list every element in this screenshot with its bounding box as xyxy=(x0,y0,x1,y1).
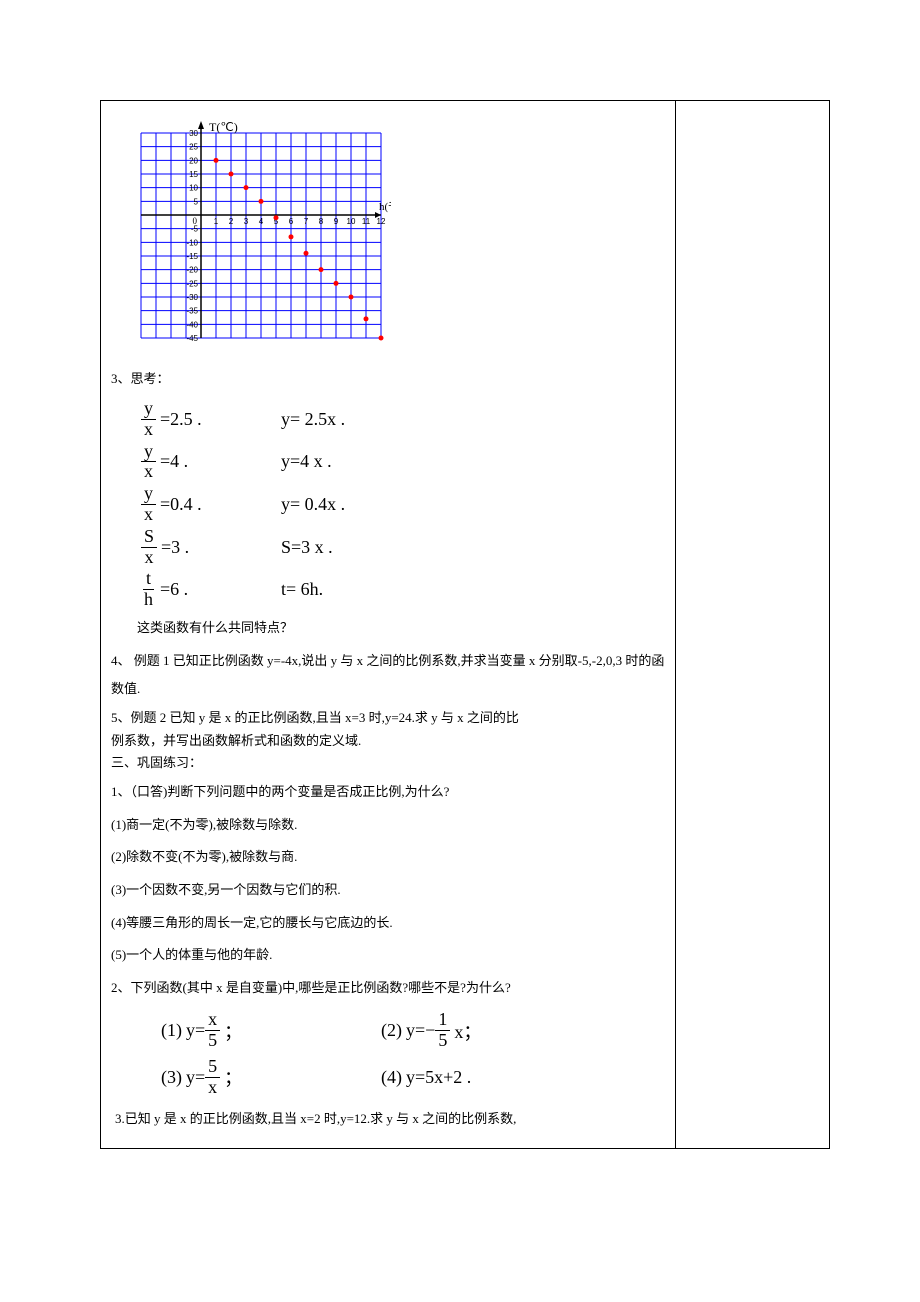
ratio-row: yx=0.4 .y= 0.4x . xyxy=(141,484,665,525)
svg-text:-15: -15 xyxy=(186,252,198,261)
svg-text:20: 20 xyxy=(189,156,198,165)
section3-question: 这类函数有什么共同特点？ xyxy=(111,614,665,643)
q1-sub-item: (1)商一定(不为零),被除数与除数. xyxy=(111,811,665,840)
svg-text:15: 15 xyxy=(189,170,198,179)
svg-text:-10: -10 xyxy=(186,238,198,247)
ratio-row: Sx=3 .S=3 x . xyxy=(141,527,665,568)
svg-text:4: 4 xyxy=(259,217,264,226)
ratio-row: yx=4 .y=4 x . xyxy=(141,442,665,483)
svg-text:12: 12 xyxy=(377,217,386,226)
svg-text:-40: -40 xyxy=(186,320,198,329)
q3: 3.已知 y 是 x 的正比例函数,且当 x=2 时,y=12.求 y 与 x … xyxy=(115,1105,665,1134)
svg-text:3: 3 xyxy=(244,217,249,226)
svg-text:11: 11 xyxy=(362,217,371,226)
svg-text:10: 10 xyxy=(189,184,198,193)
svg-text:7: 7 xyxy=(304,217,309,226)
svg-text:30: 30 xyxy=(189,129,198,138)
q1-sub-item: (4)等腰三角形的周长一定,它的腰长与它底边的长. xyxy=(111,909,665,938)
ratio-row: yx=2.5 .y= 2.5x . xyxy=(141,399,665,440)
svg-text:-5: -5 xyxy=(191,225,199,234)
svg-text:10: 10 xyxy=(347,217,356,226)
item5-line2: 例系数，并写出函数解析式和函数的定义域. xyxy=(111,731,665,752)
svg-text:1: 1 xyxy=(214,217,219,226)
page-frame: 30252015105-5-10-15-20-25-30-35-40-45012… xyxy=(100,100,830,1149)
content-column: 30252015105-5-10-15-20-25-30-35-40-45012… xyxy=(101,101,676,1148)
q1-sub-item: (3)一个因数不变,另一个因数与它们的积. xyxy=(111,876,665,905)
q1-sub-item: (5)一个人的体重与他的年龄. xyxy=(111,941,665,970)
scatter-chart: 30252015105-5-10-15-20-25-30-35-40-45012… xyxy=(131,113,665,358)
svg-text:-25: -25 xyxy=(186,279,198,288)
chart-svg: 30252015105-5-10-15-20-25-30-35-40-45012… xyxy=(131,113,391,353)
svg-text:6: 6 xyxy=(289,217,294,226)
q1-sub-item: (2)除数不变(不为零),被除数与商. xyxy=(111,843,665,872)
svg-text:2: 2 xyxy=(229,217,234,226)
q2-item-3: (3)y=5x； xyxy=(161,1057,381,1098)
q2-item-4: (4)y=5x+2 . xyxy=(381,1067,471,1088)
q1-stem: 1、（口答)判断下列问题中的两个变量是否成正比例,为什么? xyxy=(111,778,665,807)
svg-text:0: 0 xyxy=(193,216,198,226)
ratio-row: th=6 .t= 6h. xyxy=(141,569,665,610)
svg-text:9: 9 xyxy=(334,217,339,226)
q2-item-1: (1)y=x5； xyxy=(161,1010,381,1051)
svg-text:h(千米): h(千米) xyxy=(379,200,391,213)
q2-items: (1)y=x5； (2)y=−15 x； (3)y=5x； (4)y=5x+2 … xyxy=(161,1010,665,1097)
q2-item-2: (2)y=−15 x； xyxy=(381,1010,481,1051)
q1-subs: (1)商一定(不为零),被除数与除数. (2)除数不变(不为零),被除数与商. (3… xyxy=(111,811,665,970)
q2-stem: 2、下列函数(其中 x 是自变量)中,哪些是正比例函数?哪些不是?为什么? xyxy=(111,974,665,1003)
svg-text:-20: -20 xyxy=(186,266,198,275)
svg-text:T(℃): T(℃) xyxy=(209,120,238,134)
section3-heading: 3、思考： xyxy=(111,368,665,387)
item5-line1: 5、例题 2 已知 y 是 x 的正比例函数,且当 x=3 时,y=24.求 y… xyxy=(111,708,665,729)
ratio-equations: yx=2.5 .y= 2.5x .yx=4 .y=4 x .yx=0.4 .y=… xyxy=(141,399,665,610)
item4: 4、 例题 1 已知正比例函数 y=-4x,说出 y 与 x 之间的比例系数,并… xyxy=(111,647,665,704)
part3-heading: 三、巩固练习： xyxy=(111,753,665,774)
svg-text:-35: -35 xyxy=(186,307,198,316)
svg-text:25: 25 xyxy=(189,143,198,152)
svg-text:-45: -45 xyxy=(186,334,198,343)
svg-text:5: 5 xyxy=(194,197,199,206)
svg-text:-30: -30 xyxy=(186,293,198,302)
svg-text:8: 8 xyxy=(319,217,324,226)
